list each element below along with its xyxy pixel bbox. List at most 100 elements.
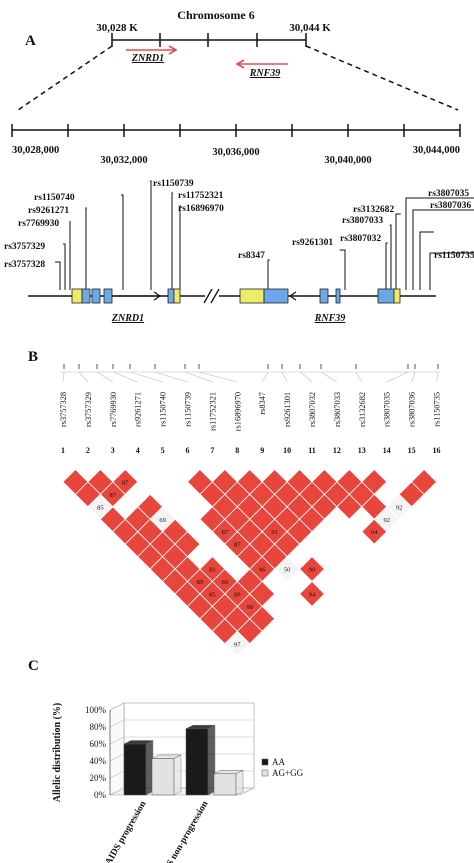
ld-snp-label: rs7769930 [109,392,118,427]
snp-mapping-line [112,371,138,383]
snp-label: rs8347 [238,251,265,261]
chromosome-left-label: 30,028 K [96,22,138,34]
snp-label: rs3757329 [4,242,45,252]
ld-heatmap: 87 87 85 92 69 92 87 91 64 87 81 96 50 90 89 89 85 89 94 99… [62,468,438,670]
chart-gridline [109,702,254,711]
snp-leader-line [55,261,61,290]
ld-snp-label: rs3807032 [308,392,317,427]
ld-marker-number: 13 [358,446,366,455]
ld-snp-label: rs1150740 [159,392,168,427]
bar-ag-gg-side [235,769,244,796]
panel-b-label: B [28,349,38,365]
snp-leader-line [150,180,152,290]
ld-marker-number: 4 [136,446,140,455]
ld-snp-label: rs8347 [258,392,267,415]
exon-coding [377,288,395,304]
chart-y-tick: 80% [90,722,107,732]
snp-label: rs3757328 [4,260,45,270]
ld-cell-value: 97 [234,641,241,648]
chart-category-label: AIDS progression [104,799,149,863]
snp-mapping-line [320,371,338,383]
snp-leader-line [405,197,474,290]
gene1-arrow [126,45,178,55]
break-mark [203,288,213,304]
ld-marker-number: 14 [383,446,391,455]
ld-cell-value: 90 [309,567,316,574]
chart-y-tick: 60% [90,739,107,749]
chromosome-right-label: 30,044 K [289,22,331,34]
exon-coding [263,288,289,304]
snp-label: rs3807035 [428,189,469,199]
scale-tick-labels: 30,028,000 30,032,000 30,036,000 30,040,000… [12,145,460,166]
ld-snp-position-marks [60,364,440,383]
ld-marker-number: 8 [235,446,239,455]
ld-snp-label: rs1150739 [184,392,193,427]
gene2-label: RNF39 [314,313,346,324]
snp-mapping-line [261,371,269,383]
snp-mapping-line [386,371,409,383]
ld-cell-value: 91 [271,529,278,536]
snp-leader-line [412,209,474,290]
ld-marker-number: 16 [433,446,441,455]
ld-cell-value: 69 [159,517,166,524]
snp-leader-line [121,194,124,290]
exon-coding [319,288,329,304]
exon-coding [335,288,341,304]
ld-snp-label: rs9261271 [134,392,143,427]
ld-marker-number: 3 [111,446,115,455]
snp-mapping-line [184,371,213,383]
ld-marker-number: 10 [283,446,291,455]
scale-tick-label: 30,044,000 [413,145,460,156]
legend-label: AA [272,757,285,767]
allelic-distribution-chart: 0% 20% 40% 60% 80% 100% Allelic distribution (… [52,702,304,863]
ld-cell-value: 64 [371,529,378,536]
snp-labels: rs3757328 rs3757329 rs7769930 rs9261271 rs11… [4,179,474,270]
snp-label: rs1150735 [434,251,474,261]
snp-label: rs9261271 [28,206,69,216]
chart-side-wall [109,702,125,796]
ld-snp-label: rs3757329 [84,392,93,427]
snp-leader-line [267,259,270,290]
snp-leader-line [419,231,434,290]
legend-swatch [261,769,269,777]
bar-ag-gg [151,758,175,796]
zoom-line-left [17,45,113,111]
snp-label: rs16896970 [178,204,224,214]
exon-utr [173,288,181,304]
panel-a-label: A [25,33,36,49]
ld-snp-label: rs3807033 [333,392,342,427]
legend-swatch [261,758,269,766]
ld-marker-number: 15 [408,446,416,455]
chart-y-tick: 20% [90,773,107,783]
ld-marker-number: 7 [210,446,214,455]
snp-label: rs3132682 [353,205,394,215]
gene2-arrow [235,59,288,69]
gene1-label-top: ZNRD1 [131,53,164,64]
snp-leader-line [429,252,474,290]
scale-tick-label: 30,032,000 [100,155,147,166]
ld-cell-value: 89 [234,591,241,598]
bar-ag-gg-side [173,754,182,796]
chart-y-tick: 0% [94,790,107,800]
snp-mapping-line [78,371,89,383]
snp-leader-line [395,213,401,290]
snp-mapping-line [411,371,416,383]
ld-cell-value: 92 [396,504,403,511]
ld-cell-value: 87 [222,529,229,536]
snp-leader-line [389,224,392,290]
chart-gridline [109,719,254,728]
snp-label: rs1150739 [153,179,194,189]
snp-mapping-line [154,371,188,383]
snp-leader-line [179,205,181,290]
snp-mapping-line [281,371,288,383]
snp-mapping-line [299,371,313,383]
legend-label: AG+GG [272,768,304,778]
exon-coding [91,288,101,304]
snp-mapping-line [355,371,363,383]
ld-marker-number: 11 [308,446,316,455]
ld-cell [236,643,263,670]
exon-utr [71,288,83,304]
exon-coding [81,288,91,304]
ld-cell-value: 94 [309,591,316,598]
ld-marker-number: 5 [161,446,165,455]
